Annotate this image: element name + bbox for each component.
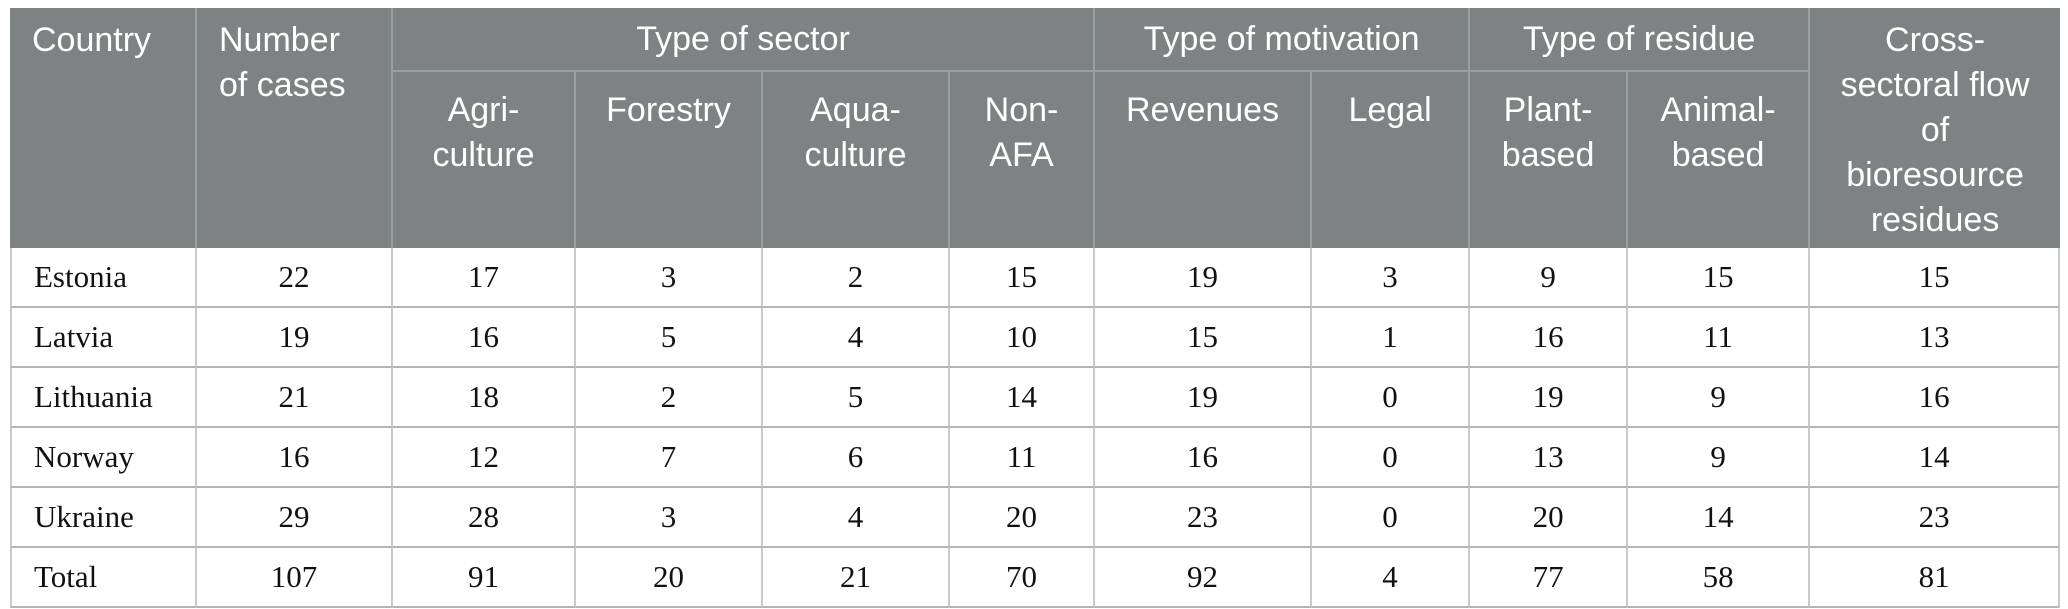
table-cell: 17 [393, 248, 576, 308]
table-cell: 20 [576, 548, 763, 608]
header-group-row: Country Number of cases Type of sector T… [10, 8, 2061, 248]
table-cell: 22 [197, 248, 393, 308]
header-sub-row: Agri- culture Forestry Aqua- culture Non… [10, 72, 2060, 248]
row-label: Latvia [10, 308, 197, 368]
header-cell-aquaculture: Aqua- culture [763, 72, 950, 248]
header-cell-cross-sectoral-flow: Cross- sectoral flow of bioresource resi… [1810, 8, 2061, 248]
header-cell-non-afa: Non- AFA [950, 72, 1096, 248]
table-cell: 70 [950, 548, 1096, 608]
table-cell: 2 [763, 248, 950, 308]
table-row-ukraine: Ukraine 29 28 3 4 20 23 0 20 14 23 [10, 488, 2061, 548]
table-cell: 81 [1810, 548, 2061, 608]
table-cell: 15 [1810, 248, 2061, 308]
table-cell: 16 [1095, 428, 1313, 488]
table-body: Estonia 22 17 3 2 15 19 3 9 15 15 Latvia… [10, 248, 2061, 608]
table-cell: 18 [393, 368, 576, 428]
table-row-estonia: Estonia 22 17 3 2 15 19 3 9 15 15 [10, 248, 2061, 308]
row-label: Ukraine [10, 488, 197, 548]
table-row-lithuania: Lithuania 21 18 2 5 14 19 0 19 9 16 [10, 368, 2061, 428]
header-cell-number-of-cases: Number of cases [197, 8, 393, 248]
table-cell: 91 [393, 548, 576, 608]
table-cell: 3 [576, 488, 763, 548]
table-cell: 14 [1628, 488, 1811, 548]
header-cell-agriculture: Agri- culture [393, 72, 576, 248]
header-group-type-of-motivation: Type of motivation [1095, 8, 1471, 72]
table-cell: 15 [1628, 248, 1811, 308]
table-cell: 21 [197, 368, 393, 428]
table-cell: 19 [1095, 368, 1313, 428]
table-cell: 4 [763, 488, 950, 548]
table-row-total: Total 107 91 20 21 70 92 4 77 58 81 [10, 548, 2061, 608]
table-cell: 23 [1095, 488, 1313, 548]
table-cell: 0 [1312, 428, 1471, 488]
table-cell: 107 [197, 548, 393, 608]
table-cell: 7 [576, 428, 763, 488]
table-cell: 4 [1312, 548, 1471, 608]
table-cell: 3 [576, 248, 763, 308]
table-cell: 11 [950, 428, 1096, 488]
table-cell: 20 [1470, 488, 1629, 548]
table-cell: 19 [1470, 368, 1629, 428]
table-cell: 10 [950, 308, 1096, 368]
table-header: Country Number of cases Type of sector T… [10, 8, 2061, 248]
table-cell: 28 [393, 488, 576, 548]
header-cell-animal-based: Animal- based [1628, 72, 1811, 248]
table-cell: 20 [950, 488, 1096, 548]
row-label: Estonia [10, 248, 197, 308]
table-cell: 77 [1470, 548, 1629, 608]
row-label: Total [10, 548, 197, 608]
table-cell: 13 [1810, 308, 2061, 368]
table-cell: 2 [576, 368, 763, 428]
table-cell: 11 [1628, 308, 1811, 368]
row-label: Norway [10, 428, 197, 488]
table-cell: 15 [1095, 308, 1313, 368]
table-cell: 9 [1628, 428, 1811, 488]
table-cell: 92 [1095, 548, 1313, 608]
table-cell: 5 [576, 308, 763, 368]
header-cell-revenues: Revenues [1095, 72, 1313, 248]
table-cell: 14 [950, 368, 1096, 428]
table-cell: 21 [763, 548, 950, 608]
table-cell: 16 [393, 308, 576, 368]
table-cell: 19 [197, 308, 393, 368]
header-group-type-of-sector: Type of sector [393, 8, 1096, 72]
table-cell: 9 [1470, 248, 1629, 308]
table-cell: 9 [1628, 368, 1811, 428]
table-cell: 58 [1628, 548, 1811, 608]
header-cell-legal: Legal [1312, 72, 1471, 248]
table-cell: 0 [1312, 368, 1471, 428]
table-cell: 3 [1312, 248, 1471, 308]
table-row-latvia: Latvia 19 16 5 4 10 15 1 16 11 13 [10, 308, 2061, 368]
table-cell: 19 [1095, 248, 1313, 308]
cases-summary-table: Country Number of cases Type of sector T… [10, 8, 2061, 608]
header-cell-plant-based: Plant- based [1470, 72, 1629, 248]
table-cell: 12 [393, 428, 576, 488]
header-cell-country: Country [10, 8, 197, 248]
table-cell: 6 [763, 428, 950, 488]
table-cell: 14 [1810, 428, 2061, 488]
table-cell: 0 [1312, 488, 1471, 548]
table-cell: 16 [1810, 368, 2061, 428]
table-cell: 1 [1312, 308, 1471, 368]
table-cell: 29 [197, 488, 393, 548]
table-cell: 4 [763, 308, 950, 368]
header-cell-forestry: Forestry [576, 72, 763, 248]
table-cell: 13 [1470, 428, 1629, 488]
table-cell: 16 [1470, 308, 1629, 368]
table-cell: 5 [763, 368, 950, 428]
table-row-norway: Norway 16 12 7 6 11 16 0 13 9 14 [10, 428, 2061, 488]
row-label: Lithuania [10, 368, 197, 428]
table-cell: 15 [950, 248, 1096, 308]
table-cell: 23 [1810, 488, 2061, 548]
table-cell: 16 [197, 428, 393, 488]
header-group-type-of-residue: Type of residue [1470, 8, 1811, 72]
